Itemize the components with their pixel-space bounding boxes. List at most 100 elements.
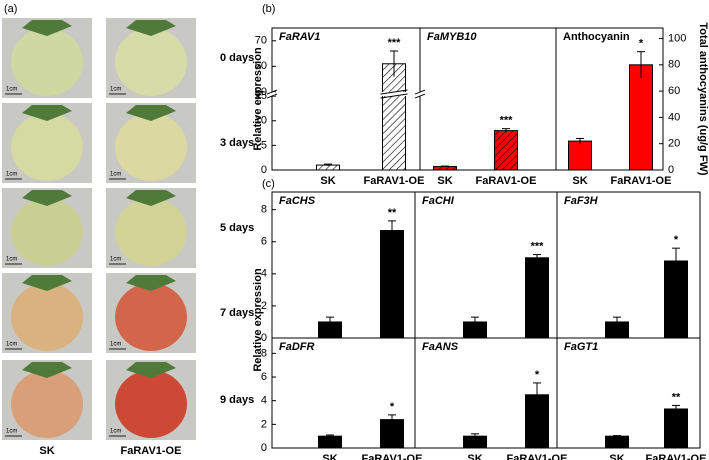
x-tick-label: SK (437, 175, 452, 187)
plot-frame (555, 27, 664, 171)
y-tick-label: 4 (261, 268, 267, 280)
x-tick-label: FaRAV1-OE (364, 175, 425, 187)
y-tick-label: 20 (668, 138, 680, 150)
x-tick-label: SK (322, 453, 337, 460)
x-tick-label: SK (572, 175, 587, 187)
significance: ** (672, 391, 681, 403)
day-label: 7 days (220, 307, 254, 319)
strawberry (11, 28, 83, 96)
break-mark (414, 89, 426, 95)
y-tick-label: 6 (261, 236, 267, 248)
bar (664, 408, 688, 449)
x-tick-label: FaRAV1-OE (611, 175, 672, 187)
y-axis-label: Relative expression (252, 47, 264, 151)
bar (433, 166, 457, 171)
bar (605, 435, 629, 449)
strawberry (11, 283, 83, 351)
y-tick-label: 10 (255, 115, 267, 127)
break-mark (380, 89, 408, 95)
day-label: 0 days (220, 52, 254, 64)
x-tick-label: FaRAV1-OE (362, 453, 423, 460)
significance: * (674, 234, 679, 246)
x-tick-label: SK (467, 453, 482, 460)
calyx (126, 105, 176, 121)
y-tick-label: 0 (668, 164, 674, 176)
significance: * (535, 369, 540, 381)
chart-title: FaCHS (279, 195, 316, 207)
strawberry (11, 198, 83, 266)
strawberry (11, 113, 83, 181)
chart-title: FaDFR (279, 341, 315, 353)
y-tick-label: 8 (261, 347, 267, 359)
break-mark (266, 93, 278, 99)
scale-label: 1cm (110, 342, 121, 348)
y-tick-label: 70 (255, 35, 267, 47)
day-label: 9 days (220, 394, 254, 406)
y-tick-label: 60 (668, 85, 680, 97)
bar (568, 140, 592, 171)
x-tick-label: SK (320, 175, 335, 187)
y-tick-label: 50 (255, 86, 267, 98)
strawberry (115, 283, 187, 351)
y-tick-label: 2 (261, 300, 267, 312)
y-axis-label: Total anthocyanins (ug/g FW) (697, 22, 709, 176)
bar-break (381, 92, 407, 97)
x-tick-label: FaRAV1-OE (476, 175, 537, 187)
day-label: 5 days (220, 222, 254, 234)
y-tick-label: 15 (255, 90, 267, 102)
significance: * (639, 38, 644, 50)
scale-label: 1cm (6, 429, 17, 435)
y-tick-label: 4 (261, 395, 267, 407)
y-tick-label: 0 (261, 164, 267, 176)
scale-label: 1cm (6, 87, 17, 93)
y-tick-label: 60 (255, 60, 267, 72)
x-tick-label: FaRAV1-OE (646, 453, 707, 460)
chart-title: FaANS (422, 341, 459, 353)
y-tick-label: 40 (668, 111, 680, 123)
chart-title: Anthocyanin (563, 31, 630, 43)
panel-label: (a) (4, 3, 17, 15)
bar (380, 230, 404, 339)
scale-label: 1cm (6, 172, 17, 178)
strawberry (11, 370, 83, 438)
column-label: SK (39, 445, 54, 457)
break-mark (380, 93, 408, 99)
panel-label: (b) (262, 3, 275, 15)
significance: *** (531, 240, 545, 252)
bar (382, 63, 406, 171)
strawberry (115, 370, 187, 438)
chart-title: FaGT1 (564, 341, 598, 353)
chart-title: FaMYB10 (427, 31, 477, 43)
x-tick-label: FaRAV1-OE (507, 453, 568, 460)
scale-label: 1cm (6, 257, 17, 263)
calyx (22, 20, 72, 36)
y-tick-label: 0 (261, 442, 267, 454)
y-tick-label: 5 (261, 139, 267, 151)
chart-title: FaF3H (564, 195, 599, 207)
scale-label: 1cm (110, 172, 121, 178)
bar (629, 64, 653, 171)
y-tick-label: 2 (261, 418, 267, 430)
axis-break (269, 92, 275, 97)
calyx (126, 362, 176, 378)
break-mark (266, 89, 278, 95)
calyx (126, 190, 176, 206)
bar (494, 130, 518, 171)
significance: ** (388, 207, 397, 219)
strawberry (115, 113, 187, 181)
calyx (126, 275, 176, 291)
column-label: FaRAV1-OE (121, 445, 182, 457)
calyx (22, 275, 72, 291)
bar (525, 257, 549, 339)
break-mark (414, 93, 426, 99)
y-tick-label: 100 (668, 32, 686, 44)
chart-title: FaCHI (422, 195, 455, 207)
calyx (22, 190, 72, 206)
calyx (22, 362, 72, 378)
significance: *** (500, 115, 514, 127)
panel-label: (c) (262, 178, 275, 190)
day-label: 3 days (220, 137, 254, 149)
scale-label: 1cm (110, 257, 121, 263)
strawberry (115, 198, 187, 266)
